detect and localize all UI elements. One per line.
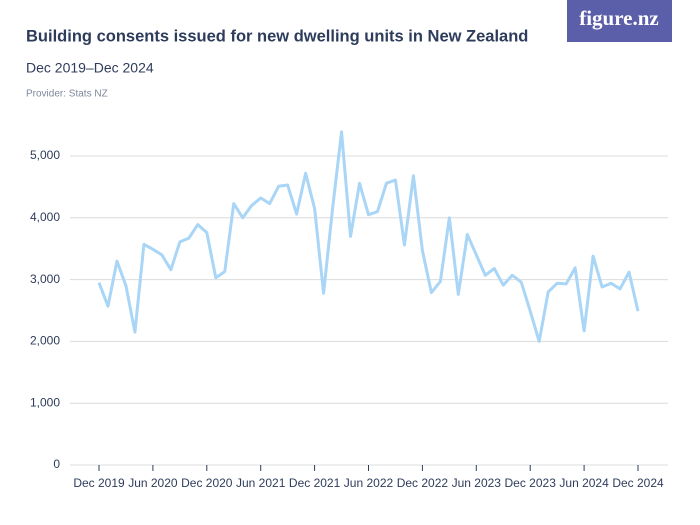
logo[interactable]: figure.nz	[579, 6, 659, 30]
x-tick-label: Dec 2021	[289, 476, 341, 490]
y-tick-label: 1,000	[30, 395, 60, 409]
y-tick-label: 3,000	[30, 272, 60, 286]
x-tick-label: Jun 2022	[344, 476, 394, 490]
chart-title: Building consents issued for new dwellin…	[26, 27, 528, 45]
y-tick-label: 4,000	[30, 210, 60, 224]
chart-subtitle: Dec 2019–Dec 2024	[26, 60, 154, 76]
x-tick-label: Dec 2022	[397, 476, 449, 490]
y-tick-label: 2,000	[30, 334, 60, 348]
data-line	[97, 130, 640, 343]
x-tick-label: Dec 2023	[505, 476, 557, 490]
logo-box	[567, 0, 672, 42]
y-tick-label: 0	[53, 457, 60, 471]
x-tick-label: Dec 2019	[73, 476, 125, 490]
x-tick-label: Jun 2023	[452, 476, 502, 490]
x-tick-label: Dec 2020	[181, 476, 233, 490]
provider: Provider: Stats NZ	[26, 89, 108, 100]
x-tick-label: Dec 2024	[612, 476, 664, 490]
x-tick-label: Jun 2020	[128, 476, 178, 490]
y-tick-label: 5,000	[30, 148, 60, 162]
x-tick-label: Jun 2021	[236, 476, 286, 490]
x-tick-label: Jun 2024	[559, 476, 609, 490]
